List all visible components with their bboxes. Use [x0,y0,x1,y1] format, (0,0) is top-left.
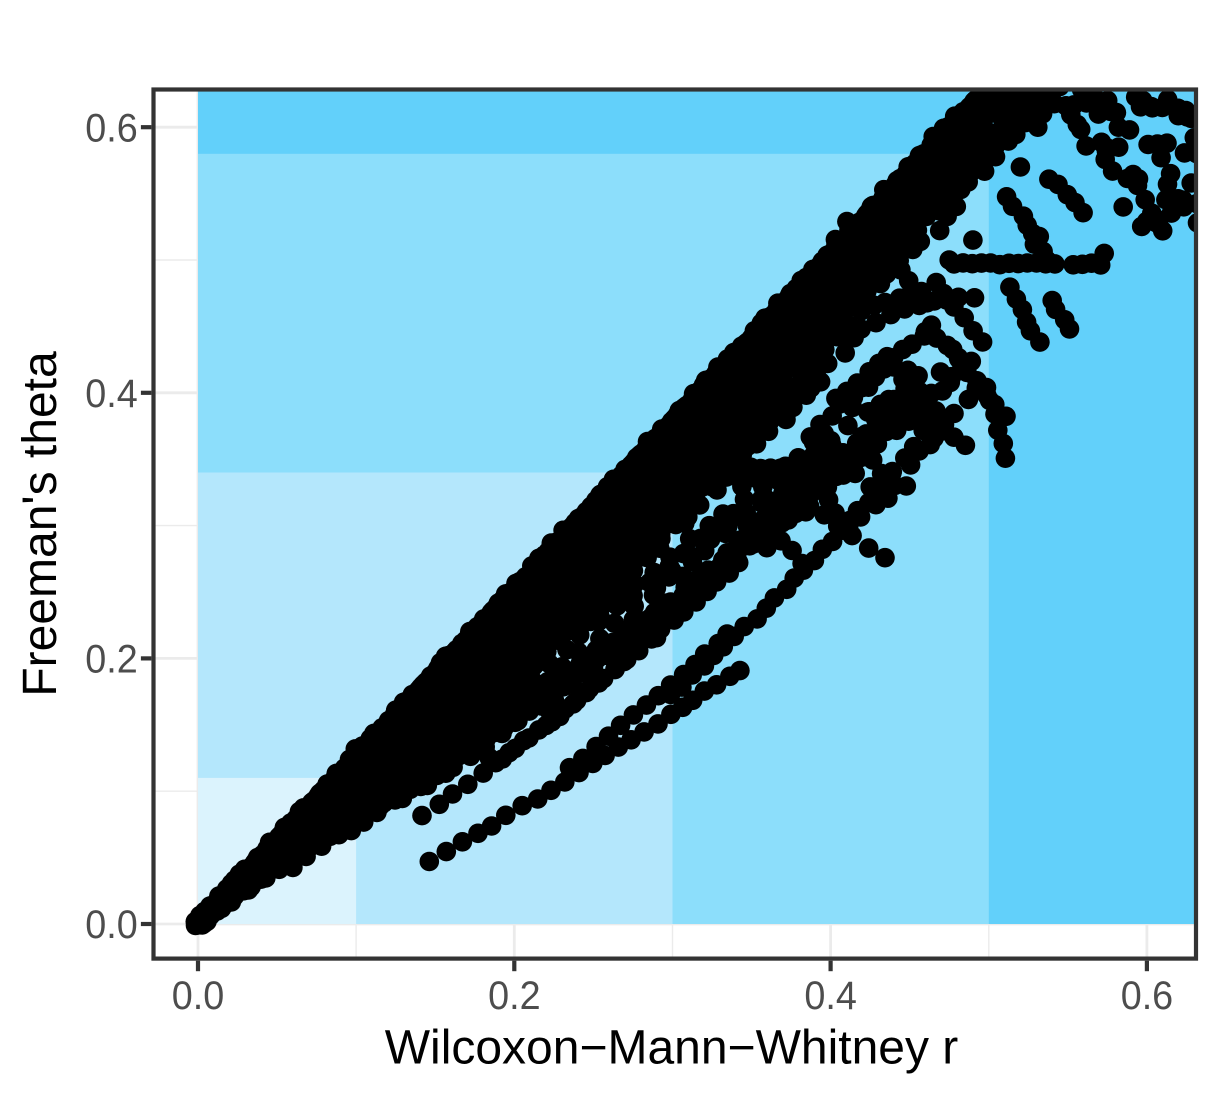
svg-text:Freeman's theta: Freeman's theta [14,351,67,697]
svg-text:0.6: 0.6 [1121,974,1174,1018]
svg-text:0.0: 0.0 [85,903,138,947]
svg-text:0.4: 0.4 [85,372,138,416]
svg-text:Wilcoxon−Mann−Whitney r: Wilcoxon−Mann−Whitney r [385,1022,959,1075]
svg-text:0.6: 0.6 [85,106,138,150]
svg-text:0.0: 0.0 [172,974,225,1018]
svg-text:0.4: 0.4 [804,974,857,1018]
svg-text:0.2: 0.2 [85,638,138,682]
svg-text:0.2: 0.2 [488,974,540,1018]
